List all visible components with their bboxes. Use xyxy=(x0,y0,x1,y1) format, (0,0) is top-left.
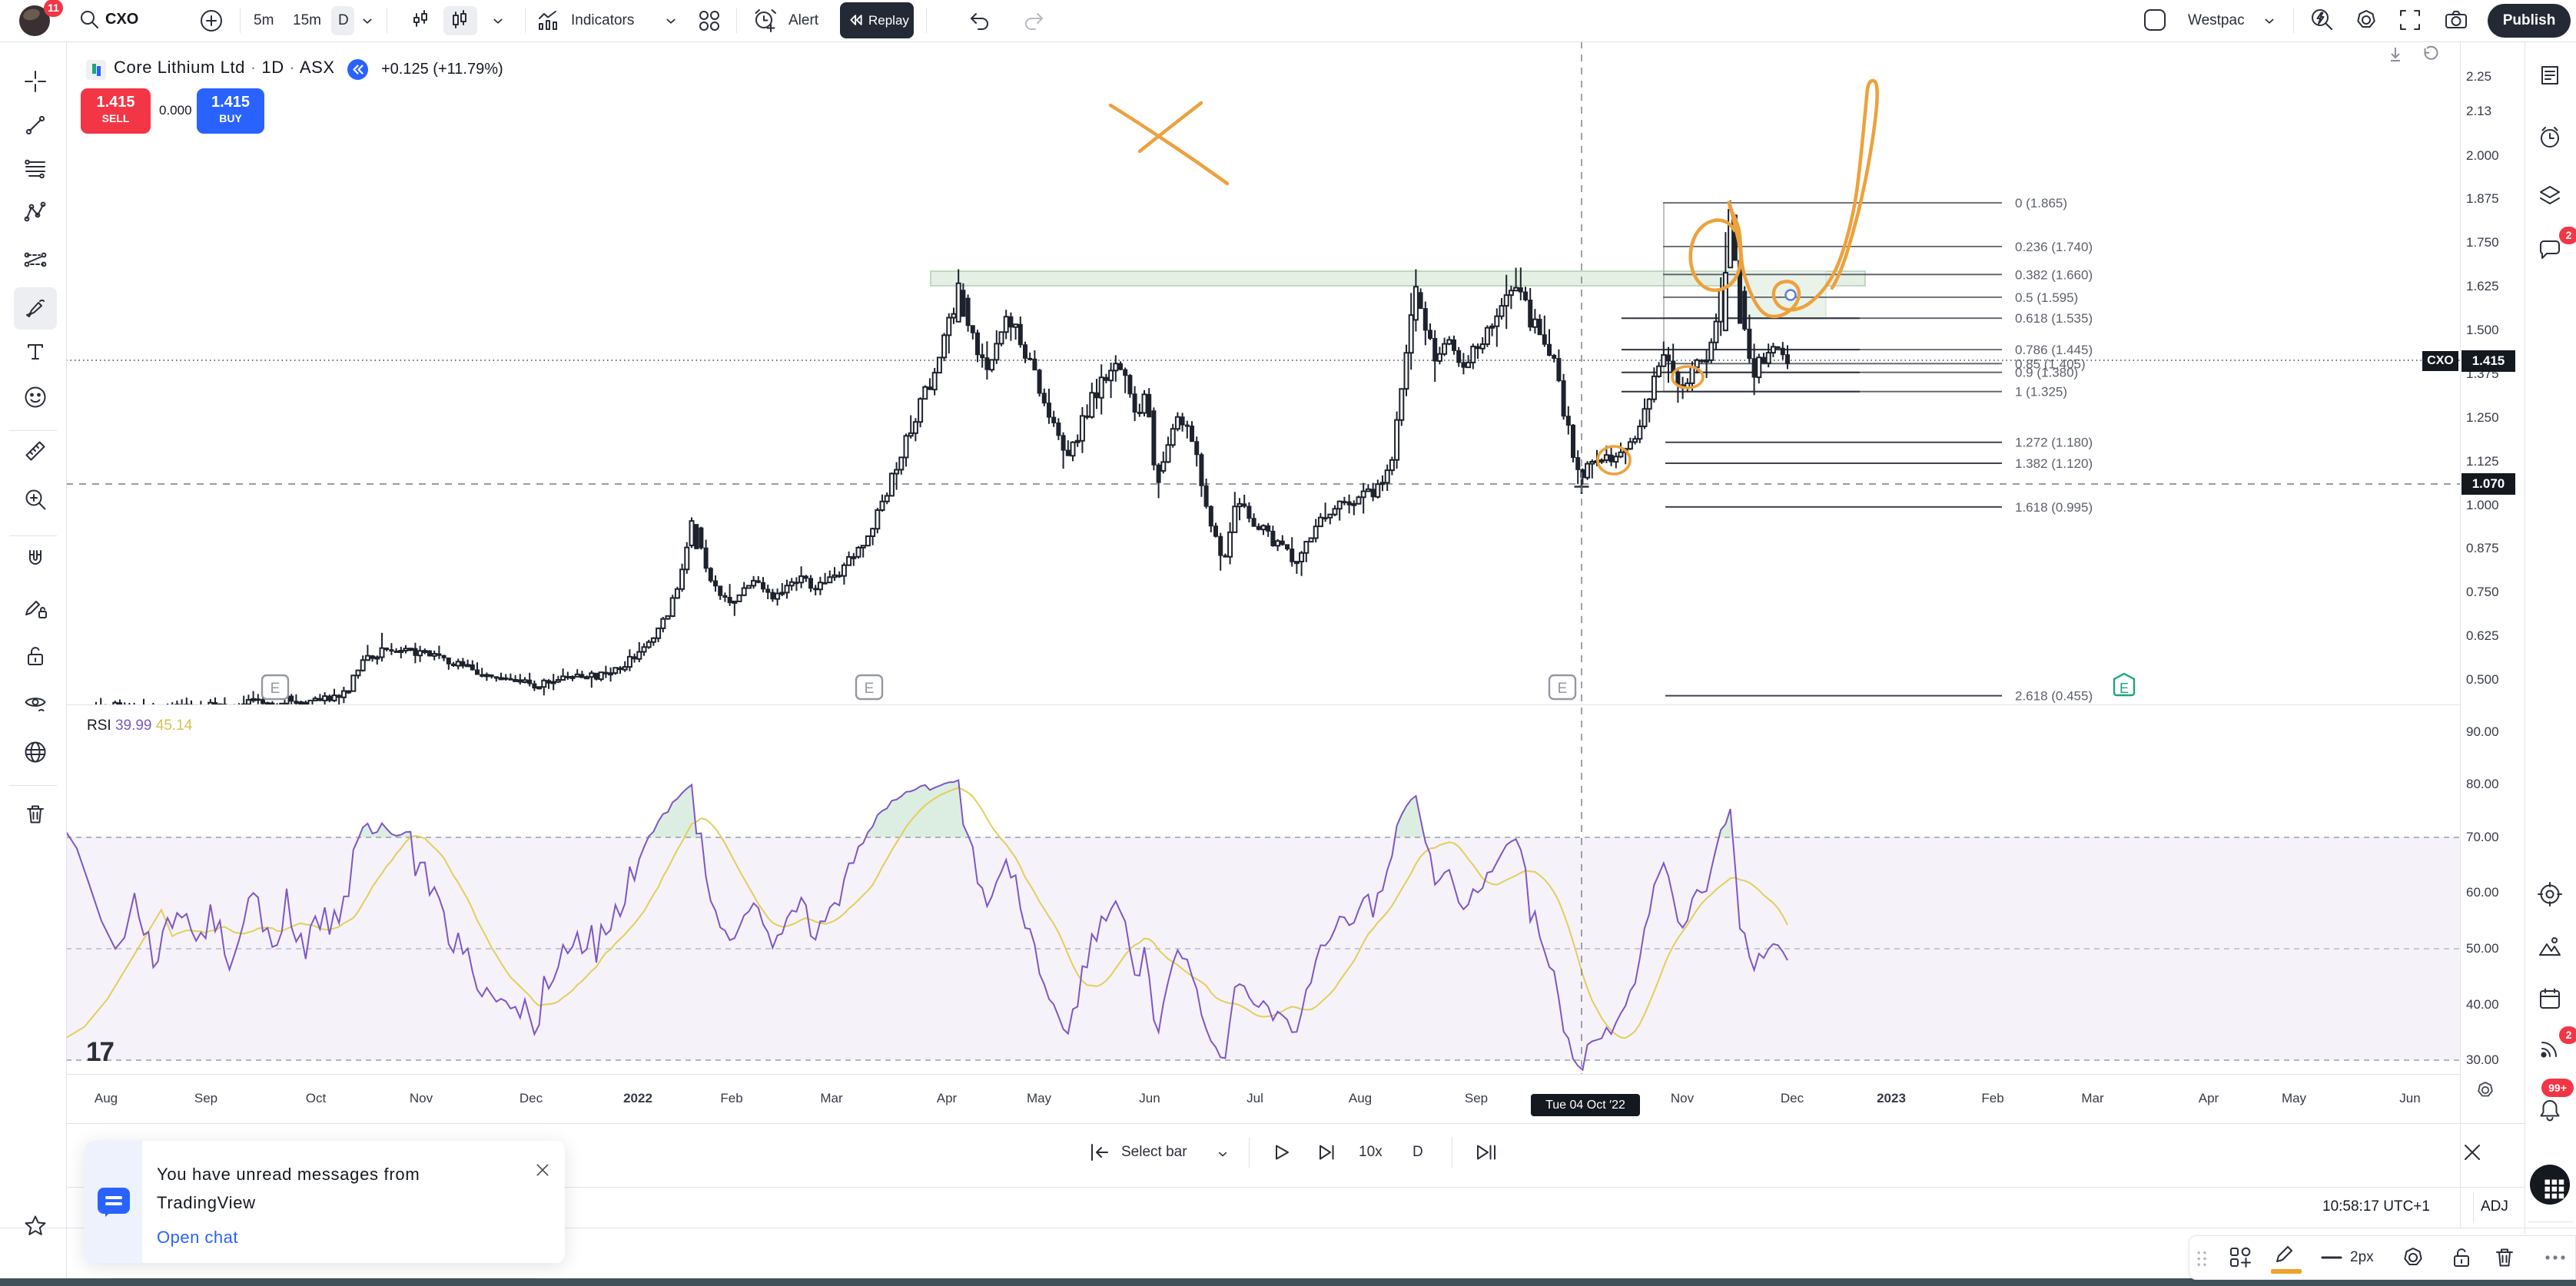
svg-text:E: E xyxy=(2120,681,2129,696)
svg-text:0.9 (1.380): 0.9 (1.380) xyxy=(2015,366,2078,380)
svg-text:E: E xyxy=(1558,681,1568,697)
svg-text:E: E xyxy=(271,681,281,697)
svg-text:1 (1.325): 1 (1.325) xyxy=(2015,385,2067,399)
svg-text:1.618 (0.995): 1.618 (0.995) xyxy=(2015,500,2093,515)
svg-text:0.236 (1.740): 0.236 (1.740) xyxy=(2015,240,2093,254)
svg-text:2.618 (0.455): 2.618 (0.455) xyxy=(2015,689,2093,704)
svg-text:1.382 (1.120): 1.382 (1.120) xyxy=(2015,456,2093,471)
svg-text:0.786 (1.445): 0.786 (1.445) xyxy=(2015,343,2093,357)
svg-text:0.5 (1.595): 0.5 (1.595) xyxy=(2015,290,2078,305)
svg-text:1.272 (1.180): 1.272 (1.180) xyxy=(2015,436,2093,450)
svg-text:0 (1.865): 0 (1.865) xyxy=(2015,196,2067,210)
svg-text:0.382 (1.660): 0.382 (1.660) xyxy=(2015,267,2093,282)
svg-text:E: E xyxy=(865,681,875,697)
svg-text:0.618 (1.535): 0.618 (1.535) xyxy=(2015,311,2093,326)
